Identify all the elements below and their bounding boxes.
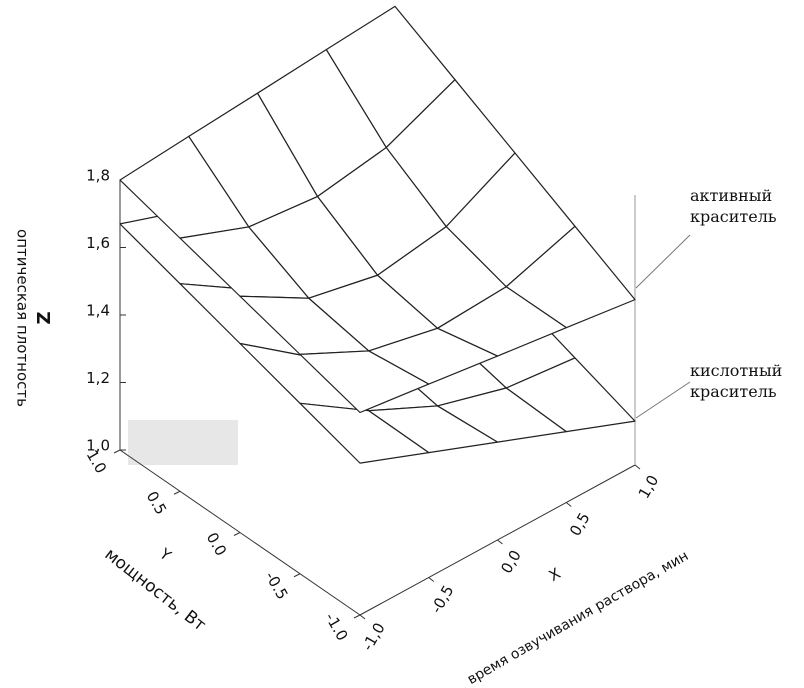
y-tick — [233, 532, 241, 536]
x-tick-label: 1,0 — [635, 472, 663, 502]
series-label: кислотный краситель — [690, 361, 783, 401]
floor-patch — [128, 420, 238, 465]
y-tick — [113, 449, 121, 454]
x-tick — [634, 464, 641, 470]
leader-line — [635, 381, 691, 419]
x-tick-label: -0,5 — [427, 582, 457, 616]
y-tick — [353, 614, 361, 619]
x-tick — [428, 577, 435, 582]
z-title: Z — [34, 311, 55, 324]
y-tick — [173, 490, 181, 495]
y-tick-label: 0.0 — [203, 529, 231, 559]
y-tick — [293, 573, 301, 578]
x-tick — [359, 614, 366, 620]
z-tick-label: 1,6 — [86, 234, 110, 252]
surface-cell — [299, 402, 430, 464]
x-tick — [497, 539, 503, 545]
y-tick-label: -0.5 — [261, 568, 291, 602]
x-tick-label: 0,0 — [497, 547, 525, 577]
z-tick-label: 1,8 — [86, 167, 110, 185]
x-tick-label: -1,0 — [358, 620, 388, 654]
z-label: оптическая плотность — [14, 229, 32, 407]
z-tick-label: 1,4 — [86, 302, 110, 320]
x-tick-label: 0,5 — [566, 509, 594, 539]
x-tick — [565, 502, 572, 507]
x-title: X — [546, 564, 564, 585]
series-label: активный краситель — [690, 186, 777, 226]
leader-line — [635, 234, 691, 289]
y-title: Y — [155, 544, 175, 565]
z-tick-label: 1,2 — [86, 369, 110, 387]
z-tick-label: 1,0 — [86, 437, 110, 455]
y-tick-label: -1.0 — [321, 610, 351, 644]
y-label: мощность, Вт — [101, 544, 210, 635]
y-tick-label: 0.5 — [143, 488, 171, 518]
surface-cell — [299, 350, 430, 414]
